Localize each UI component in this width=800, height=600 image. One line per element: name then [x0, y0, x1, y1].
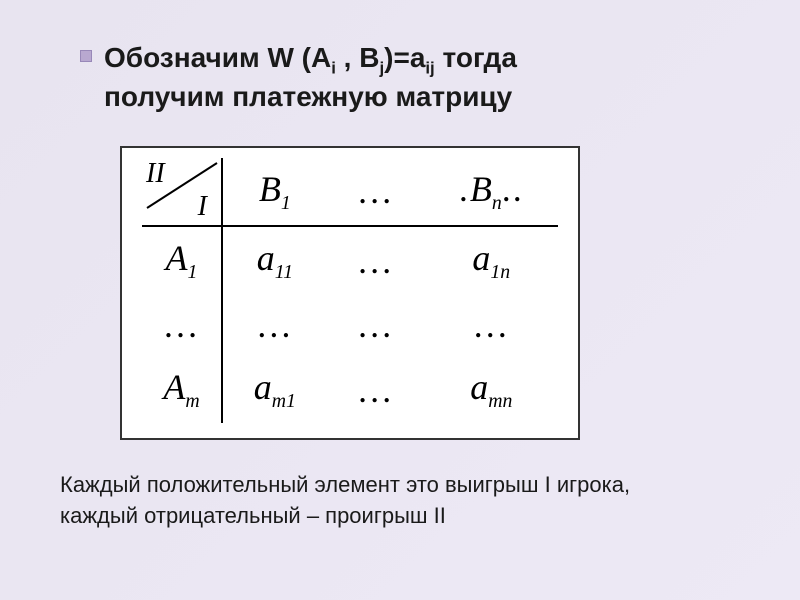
cell-dots: … [222, 294, 327, 356]
subscript: mn [488, 390, 512, 412]
cell-dots: … [327, 226, 425, 294]
subscript: 1 [188, 261, 198, 283]
table-row: Am am1 … amn [142, 356, 558, 423]
player-2-label: II [146, 158, 165, 190]
row-header-dots: … [142, 294, 222, 356]
corner-cell: II I [142, 158, 222, 226]
cell-dots: … [425, 294, 558, 356]
row-header: A1 [142, 226, 222, 294]
subscript: ij [425, 59, 434, 78]
text-fragment: )=a [384, 42, 425, 73]
row-header: Am [142, 356, 222, 423]
cell-dots: … [327, 294, 425, 356]
subscript: n [492, 192, 502, 214]
cell-dots: … [327, 356, 425, 423]
text-fragment: получим платежную матрицу [104, 81, 512, 112]
subscript: 1n [490, 261, 510, 283]
col-header-dots: … [327, 158, 425, 226]
subscript: 1 [281, 192, 291, 214]
text-fragment: A [166, 238, 188, 278]
text-fragment: . [459, 169, 470, 209]
text-line: каждый отрицательный – проигрыш II [60, 503, 446, 528]
cell: am1 [222, 356, 327, 423]
text-fragment: тогда [435, 42, 517, 73]
table-header-row: II I B1 … .Bn.. [142, 158, 558, 226]
text-fragment: B [259, 169, 281, 209]
col-header: B1 [222, 158, 327, 226]
text-fragment: a [472, 238, 490, 278]
subscript: m1 [272, 390, 296, 412]
col-header: .Bn.. [425, 158, 558, 226]
text-fragment: a [470, 367, 488, 407]
heading-text: Обозначим W (Ai , Bj)=aij тогда получим … [104, 40, 517, 116]
footer-text: Каждый положительный элемент это выигрыш… [60, 470, 740, 532]
text-fragment: Обозначим W (A [104, 42, 331, 73]
text-fragment: , B [336, 42, 380, 73]
subscript: m [185, 390, 199, 412]
text-fragment: .. [502, 169, 524, 209]
table-row: … … … … [142, 294, 558, 356]
bullet-square-icon [80, 50, 92, 62]
subscript: 11 [275, 261, 293, 283]
text-line: Каждый положительный элемент это выигрыш… [60, 472, 630, 497]
payoff-matrix-table: II I B1 … .Bn.. A1 a11 … [142, 158, 558, 424]
player-1-label: I [198, 191, 207, 223]
matrix-table-container: II I B1 … .Bn.. A1 a11 … [120, 146, 580, 441]
text-fragment: a [254, 367, 272, 407]
table-row: A1 a11 … a1n [142, 226, 558, 294]
cell: a1n [425, 226, 558, 294]
bullet-item: Обозначим W (Ai , Bj)=aij тогда получим … [80, 40, 740, 116]
text-fragment: A [163, 367, 185, 407]
text-fragment: B [470, 169, 492, 209]
text-fragment: a [257, 238, 275, 278]
cell: amn [425, 356, 558, 423]
cell: a11 [222, 226, 327, 294]
